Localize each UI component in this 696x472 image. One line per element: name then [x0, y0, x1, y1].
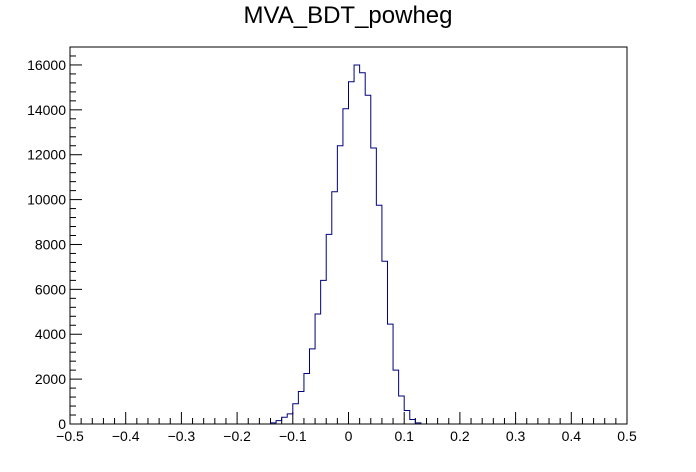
y-tick-label: 6000 — [35, 281, 66, 297]
histogram-bin — [404, 411, 410, 424]
x-tick-label: 0.5 — [617, 428, 637, 444]
x-tick-label: −0.3 — [168, 428, 196, 444]
plot-frame — [69, 46, 628, 425]
histogram-bin — [337, 146, 343, 424]
y-tick-label: 16000 — [27, 57, 66, 73]
histogram-bin — [276, 421, 282, 424]
y-tick-label: 10000 — [27, 192, 66, 208]
histogram-bin — [376, 205, 382, 424]
histogram-bin — [399, 396, 405, 424]
histogram-bin — [321, 280, 327, 424]
histogram-bin — [354, 65, 360, 424]
histogram-bin — [343, 109, 349, 424]
x-tick-label: 0.4 — [562, 428, 582, 444]
histogram-bin — [382, 261, 388, 424]
y-tick-label: 0 — [58, 416, 66, 432]
histogram-bin — [360, 73, 366, 424]
histogram-bin — [298, 391, 304, 424]
histogram-bin — [282, 417, 288, 424]
histogram-bin — [387, 324, 393, 424]
x-tick-label: −0.4 — [112, 428, 140, 444]
x-tick-label: 0.3 — [506, 428, 526, 444]
y-tick-label: 12000 — [27, 147, 66, 163]
x-tick-label: 0 — [345, 428, 353, 444]
y-tick-label: 14000 — [27, 102, 66, 118]
y-tick-label: 8000 — [35, 236, 66, 252]
x-tick-label: −0.5 — [56, 428, 84, 444]
histogram-bin — [326, 234, 332, 424]
histogram-bin — [315, 314, 321, 424]
histogram-bin — [410, 420, 416, 424]
x-tick-label: 0.2 — [450, 428, 470, 444]
tick-marks — [69, 46, 628, 425]
histogram-outline — [270, 64, 422, 424]
y-tick-label: 4000 — [35, 326, 66, 342]
y-tick-label: 2000 — [35, 371, 66, 387]
chart-title: MVA_BDT_powheg — [244, 2, 453, 29]
histogram-bin — [310, 349, 316, 424]
histogram-bin — [332, 192, 338, 424]
x-tick-label: 0.1 — [394, 428, 414, 444]
histogram-bin — [349, 82, 355, 424]
histogram-bin — [393, 370, 399, 424]
histogram-bin — [304, 374, 310, 424]
histogram-bin — [293, 404, 299, 424]
x-tick-label: −0.2 — [223, 428, 251, 444]
x-tick-label: −0.1 — [279, 428, 307, 444]
histogram-bin — [287, 414, 293, 424]
tick-labels: −0.5 −0.4 −0.3 −0.2 −0.1 0 0.1 0.2 0.3 0.4 0.5 0 200… — [27, 57, 637, 444]
histogram-bin — [365, 95, 371, 424]
histogram-bin — [371, 148, 377, 424]
